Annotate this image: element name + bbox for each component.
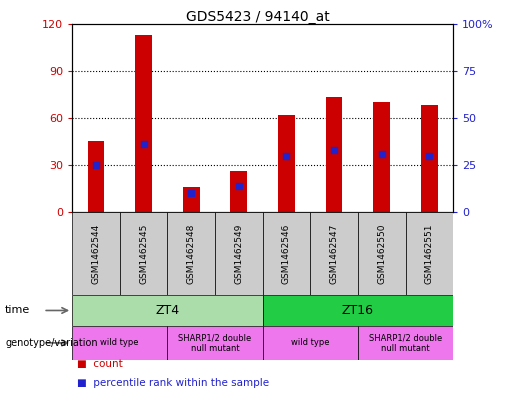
Text: GSM1462544: GSM1462544: [92, 223, 100, 284]
Text: GSM1462546: GSM1462546: [282, 223, 291, 284]
Bar: [373, 102, 390, 212]
Text: GSM1462545: GSM1462545: [139, 223, 148, 284]
Text: GSM1462549: GSM1462549: [234, 223, 243, 284]
Bar: [263, 326, 358, 360]
Text: SHARP1/2 double
null mutant: SHARP1/2 double null mutant: [369, 333, 442, 353]
Bar: [278, 115, 295, 212]
Bar: [421, 105, 438, 212]
Bar: [358, 212, 405, 295]
Text: GSM1462547: GSM1462547: [330, 223, 338, 284]
Bar: [72, 212, 119, 295]
Bar: [119, 212, 167, 295]
Text: wild type: wild type: [100, 338, 139, 347]
Bar: [310, 212, 358, 295]
Bar: [167, 212, 215, 295]
Text: ■  count: ■ count: [77, 358, 123, 369]
Bar: [215, 212, 263, 295]
Text: GSM1462550: GSM1462550: [377, 223, 386, 284]
Bar: [88, 141, 104, 212]
Text: GSM1462548: GSM1462548: [187, 223, 196, 284]
Bar: [358, 326, 453, 360]
Bar: [231, 171, 247, 212]
Text: ZT16: ZT16: [342, 304, 374, 317]
Text: ■  percentile rank within the sample: ■ percentile rank within the sample: [77, 378, 269, 388]
Text: genotype/variation: genotype/variation: [5, 338, 98, 348]
Text: GDS5423 / 94140_at: GDS5423 / 94140_at: [185, 10, 330, 24]
Text: ZT4: ZT4: [156, 304, 179, 317]
Bar: [405, 212, 453, 295]
Text: GSM1462551: GSM1462551: [425, 223, 434, 284]
Bar: [263, 212, 310, 295]
Bar: [167, 326, 263, 360]
Bar: [72, 295, 263, 326]
Bar: [263, 295, 453, 326]
Bar: [72, 326, 167, 360]
Text: SHARP1/2 double
null mutant: SHARP1/2 double null mutant: [178, 333, 252, 353]
Bar: [326, 97, 342, 212]
Text: time: time: [5, 305, 30, 316]
Text: wild type: wild type: [291, 338, 330, 347]
Bar: [183, 187, 199, 212]
Bar: [135, 35, 152, 212]
